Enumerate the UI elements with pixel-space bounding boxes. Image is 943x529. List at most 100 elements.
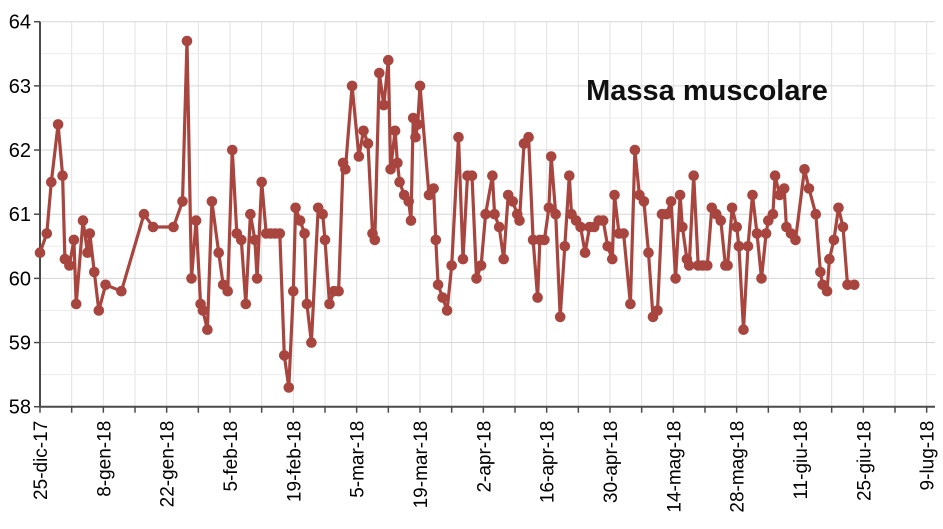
data-point <box>68 234 80 246</box>
data-point <box>432 279 444 291</box>
data-point <box>733 241 745 252</box>
data-point <box>833 202 844 214</box>
data-point <box>618 228 629 239</box>
chart-title: Massa muscolare <box>586 75 828 107</box>
data-point <box>747 189 758 201</box>
data-point <box>378 99 390 111</box>
data-point <box>70 298 82 310</box>
x-tick-label: 19-mar-18 <box>411 421 432 509</box>
data-point <box>52 119 64 130</box>
data-point <box>767 208 779 220</box>
y-tick-label: 59 <box>9 333 31 355</box>
data-point <box>333 285 344 297</box>
data-point <box>412 119 424 130</box>
x-tick-label: 28-mag-18 <box>728 421 749 513</box>
data-point <box>430 234 442 246</box>
x-tick-label: 22-gen-18 <box>158 421 179 508</box>
data-point <box>756 273 767 284</box>
data-point <box>731 221 742 233</box>
data-point <box>790 234 801 246</box>
data-point <box>362 138 374 149</box>
data-point <box>643 247 654 258</box>
data-point <box>181 35 193 47</box>
data-point <box>383 54 394 66</box>
data-point <box>41 228 53 239</box>
data-point <box>77 215 89 226</box>
data-point <box>428 183 439 194</box>
data-point <box>82 247 93 258</box>
x-tick-label: 14-mag-18 <box>664 421 685 513</box>
data-point <box>353 151 365 162</box>
data-point <box>539 234 550 246</box>
y-tick-label: 60 <box>9 268 31 290</box>
data-point <box>369 234 381 246</box>
data-point <box>256 176 268 188</box>
data-point <box>100 279 111 291</box>
data-point <box>550 208 561 220</box>
data-point <box>824 253 835 265</box>
data-point <box>579 247 591 258</box>
x-tick-label: 5-mar-18 <box>348 421 369 498</box>
data-point <box>446 260 458 271</box>
data-point <box>299 228 310 239</box>
x-tick-label: 25-dic-17 <box>31 421 52 500</box>
data-point <box>670 273 681 284</box>
x-tick-label: 19-feb-18 <box>284 421 305 502</box>
y-axis: 58 59 60 61 62 63 64 <box>9 12 40 419</box>
data-point <box>564 170 575 181</box>
data-point <box>283 382 295 393</box>
data-point <box>677 221 688 233</box>
data-point <box>498 253 510 265</box>
data-series <box>34 35 860 393</box>
data-point <box>437 292 448 303</box>
data-point <box>489 208 500 220</box>
data-point <box>177 196 188 207</box>
data-point <box>607 253 618 265</box>
data-point <box>702 260 713 271</box>
data-point <box>828 234 840 246</box>
data-point <box>683 260 695 271</box>
x-tick-label: 25-giu-18 <box>854 421 875 501</box>
x-tick-label: 8-gen-18 <box>94 421 115 497</box>
data-point <box>523 131 534 143</box>
data-point <box>545 151 557 162</box>
data-point <box>213 247 224 258</box>
data-point <box>290 202 301 214</box>
data-point <box>487 170 498 181</box>
data-point <box>815 266 826 278</box>
data-point <box>288 285 299 297</box>
data-point <box>726 202 738 214</box>
data-point <box>799 164 810 175</box>
data-point <box>625 298 636 310</box>
data-point <box>197 305 209 316</box>
data-point <box>410 131 421 143</box>
data-point <box>778 183 790 194</box>
data-point <box>389 125 401 137</box>
data-point <box>543 202 555 214</box>
data-point <box>392 157 403 169</box>
data-point <box>138 208 150 220</box>
data-point <box>507 196 518 207</box>
data-point <box>652 305 663 316</box>
data-point <box>715 215 727 226</box>
x-tick-label: 16-apr-18 <box>538 421 559 503</box>
x-tick-label: 11-giu-18 <box>791 421 812 500</box>
data-point <box>227 144 238 156</box>
data-point <box>665 196 677 207</box>
data-point <box>609 189 620 201</box>
data-point <box>554 311 566 323</box>
data-point <box>240 298 252 310</box>
data-point <box>251 273 263 284</box>
data-point <box>46 176 57 188</box>
data-point <box>301 298 313 310</box>
data-point <box>274 228 286 239</box>
data-point <box>236 234 247 246</box>
data-point <box>803 183 815 194</box>
data-point <box>453 131 464 143</box>
data-point <box>661 208 672 220</box>
data-point <box>89 266 100 278</box>
data-point <box>638 196 650 207</box>
y-tick-label: 62 <box>9 140 31 162</box>
